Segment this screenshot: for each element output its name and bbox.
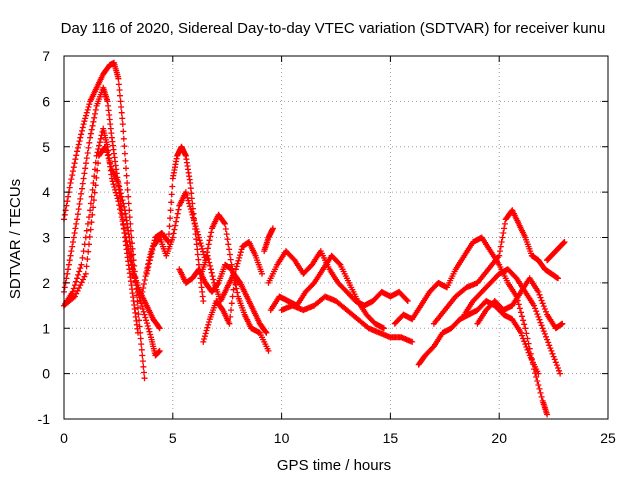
x-tick-label: 25 <box>600 430 616 446</box>
y-axis-label: SDTVAR / TECUs <box>7 179 24 299</box>
x-tick-label: 0 <box>60 430 68 446</box>
satellite-track-10 <box>261 225 276 255</box>
satellite-track-18 <box>474 275 566 332</box>
x-tick-label: 15 <box>383 430 399 446</box>
data-point-marks <box>261 225 276 255</box>
y-tick-label: 3 <box>42 230 50 246</box>
x-tick-label: 20 <box>491 430 507 446</box>
chart-title: Day 116 of 2020, Sidereal Day-to-day VTE… <box>61 20 606 37</box>
y-tick-label: 6 <box>42 93 50 109</box>
x-tick-label: 5 <box>169 430 177 446</box>
y-tick-label: -1 <box>38 411 51 427</box>
x-tick-labels: 0 5 10 15 20 25 <box>60 430 616 446</box>
satellite-track-13 <box>278 293 416 345</box>
satellite-track-16 <box>430 207 561 327</box>
data-point-marks <box>176 261 242 295</box>
x-axis-label: GPS time / hours <box>277 457 391 474</box>
satellite-track-15 <box>415 298 542 377</box>
x-tick-label: 10 <box>274 430 290 446</box>
ticks-layer <box>63 55 609 420</box>
data-point-marks <box>544 239 568 264</box>
y-tick-labels: -1 0 1 2 3 4 5 6 7 <box>38 48 51 427</box>
satellite-track-6 <box>143 189 272 354</box>
y-tick-label: 5 <box>42 139 50 155</box>
data-point-marks <box>278 293 416 345</box>
data-point-marks <box>461 266 564 377</box>
y-tick-label: 4 <box>42 184 50 200</box>
y-tick-label: 1 <box>42 320 50 336</box>
marks-layer <box>61 59 568 418</box>
satellite-track-9 <box>176 261 242 295</box>
y-tick-label: 2 <box>42 275 50 291</box>
data-point-marks <box>415 298 542 377</box>
data-point-marks <box>430 207 561 327</box>
data-point-marks <box>200 239 265 345</box>
data-point-marks <box>474 275 566 332</box>
satellite-track-19 <box>544 239 568 264</box>
satellite-track-8 <box>200 239 265 345</box>
satellite-track-17 <box>461 266 564 377</box>
y-tick-label: 0 <box>42 366 50 382</box>
data-point-marks <box>143 189 272 354</box>
y-tick-label: 7 <box>42 48 50 64</box>
